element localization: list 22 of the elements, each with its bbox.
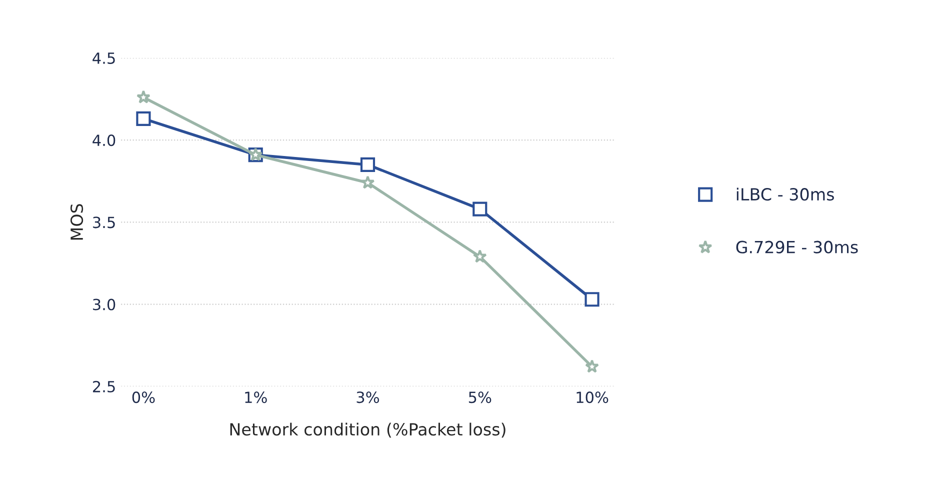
point xyxy=(136,90,150,104)
point xyxy=(136,111,151,126)
x-tick-label: 10% xyxy=(576,392,608,404)
point xyxy=(360,157,376,172)
x-tick-label: 3% xyxy=(356,392,380,404)
point xyxy=(585,359,600,373)
legend-label: iLBC - 30ms xyxy=(736,188,834,201)
x-axis-title: Network condition (%Packet loss) xyxy=(230,422,506,438)
x-tick-label: 0% xyxy=(132,392,155,404)
point xyxy=(472,202,488,216)
legend-label: G.729E - 30ms xyxy=(736,240,858,254)
point xyxy=(360,175,375,189)
y-tick-label: 4.0 xyxy=(92,134,116,146)
x-tick-label: 5% xyxy=(468,392,492,404)
y-tick-label: 3.0 xyxy=(93,298,116,310)
y-tick-label: 3.5 xyxy=(93,216,115,228)
point xyxy=(472,249,487,263)
y-tick-label: 4.5 xyxy=(92,52,115,64)
y-tick-label: 2.5 xyxy=(92,380,115,392)
y-axis-title: MOS xyxy=(70,204,84,240)
x-tick-label: 1% xyxy=(245,392,267,404)
point xyxy=(584,292,600,307)
